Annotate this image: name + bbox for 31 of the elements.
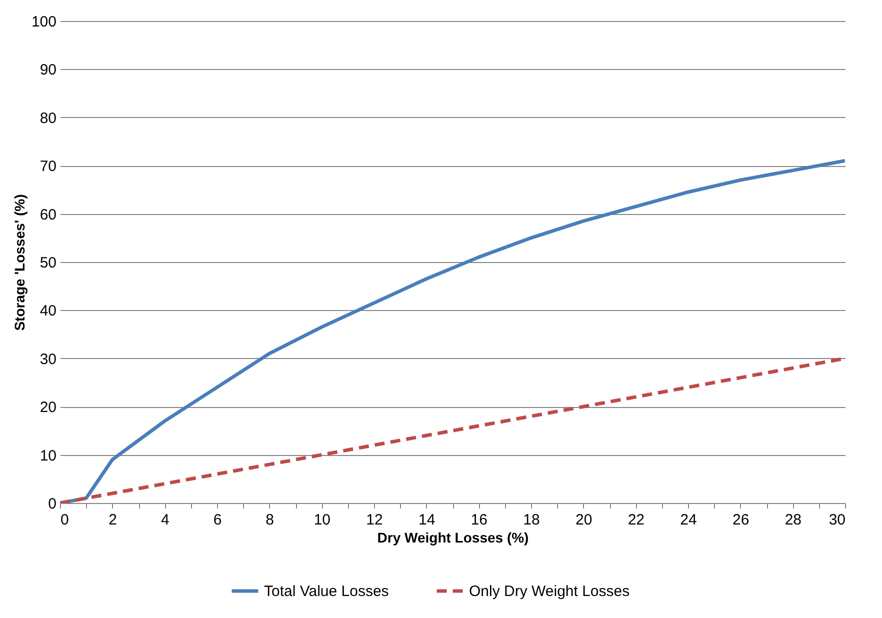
x-tick-label: 6	[213, 512, 222, 528]
x-tick-label: 26	[732, 512, 750, 528]
x-tick-label: 22	[628, 512, 645, 528]
legend-label: Only Dry Weight Losses	[469, 583, 630, 600]
x-tick-label: 12	[366, 512, 383, 528]
x-tick-label: 28	[784, 512, 802, 528]
y-tick-label: 10	[40, 447, 56, 464]
legend-label: Total Value Losses	[264, 583, 389, 600]
x-tick-label: 0	[60, 512, 69, 528]
x-tick-label: 24	[680, 512, 697, 528]
x-tick-label: 30	[828, 512, 846, 528]
x-tick-label: 4	[160, 512, 170, 528]
y-tick-label: 50	[40, 254, 56, 272]
x-tick-label: 10	[314, 512, 331, 528]
y-tick-label: 40	[40, 302, 56, 320]
y-tick-label: 70	[40, 158, 56, 176]
x-tick-label: 16	[470, 512, 488, 528]
x-tick-label: 18	[523, 512, 540, 528]
y-tick-label: 80	[40, 110, 56, 127]
x-tick-label: 8	[266, 512, 274, 528]
y-tick-label: 90	[40, 62, 56, 79]
y-tick-label: 20	[40, 399, 56, 416]
x-tick-label: 20	[575, 512, 592, 528]
y-tick-label: 0	[48, 496, 56, 512]
y-tick-label: 100	[31, 14, 56, 30]
y-axis-title: Storage 'Losses' (%)	[11, 194, 28, 331]
y-tick-label: 60	[40, 206, 56, 224]
x-axis-title: Dry Weight Losses (%)	[377, 530, 529, 546]
x-tick-label: 14	[418, 512, 436, 528]
y-tick-label: 30	[40, 350, 56, 368]
x-tick-label: 2	[108, 512, 118, 528]
